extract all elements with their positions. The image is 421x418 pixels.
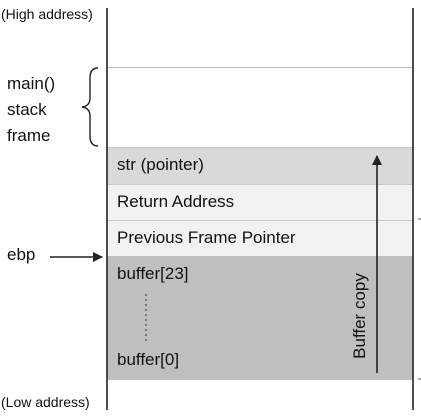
buffer-copy-label: Buffer copy: [349, 273, 369, 359]
str-pointer-label: str (pointer): [117, 155, 204, 174]
main-frame-label-line-2: stack: [7, 100, 47, 119]
return-address-label: Return Address: [117, 192, 235, 211]
main-frame-label-line-1: main(): [7, 74, 56, 93]
str-pointer-cell: [107, 147, 413, 184]
main-frame-label-line-3: frame: [7, 126, 51, 145]
previous-frame-pointer-cell: [107, 220, 413, 256]
main-frame-cell: [107, 67, 413, 147]
main-frame-label: main() stack frame: [7, 71, 55, 149]
buffer-top-label: buffer[23]: [117, 264, 189, 283]
buffer-bottom-label: buffer[0]: [117, 350, 180, 369]
high-address-label: (High address): [1, 6, 93, 22]
return-address-cell: [107, 184, 413, 220]
ebp-label: ebp: [7, 245, 36, 264]
previous-frame-pointer-label: Previous Frame Pointer: [117, 228, 296, 247]
low-address-label: (Low address): [1, 394, 90, 410]
main-frame-brace: [81, 67, 99, 147]
buffer-cell: [107, 256, 413, 380]
